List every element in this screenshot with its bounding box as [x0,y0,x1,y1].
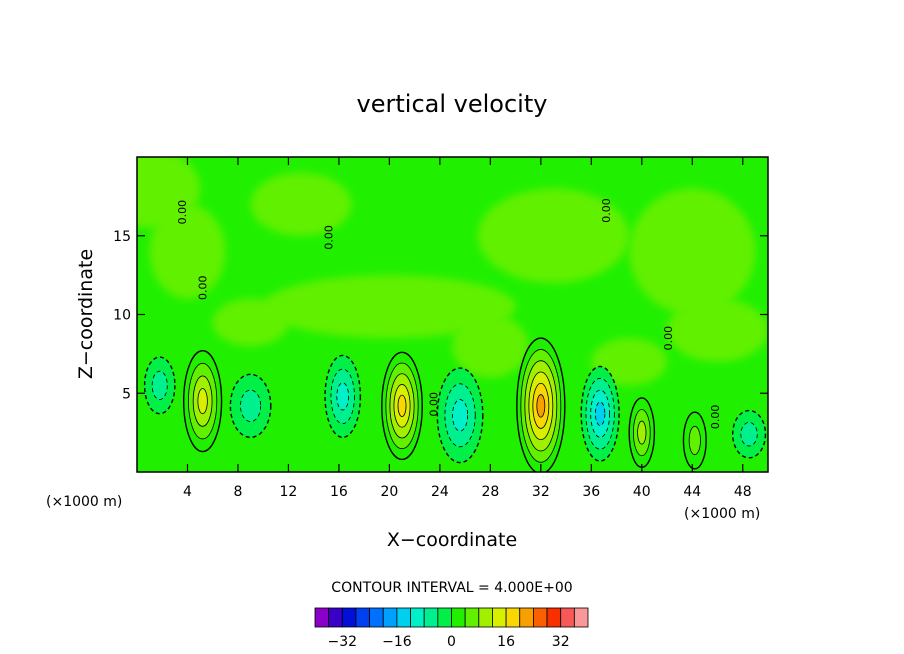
colorbar-swatch [560,607,575,628]
downdraft-cell-5 [143,356,176,415]
x-tick-label: 36 [582,484,600,500]
contour-label: 0.00 [196,275,209,300]
contour-label: 0.00 [600,198,613,223]
downdraft-cell-7 [324,354,362,439]
downdraft-contour [336,382,349,411]
y-tick-label: 15 [113,229,131,245]
colorbar-swatch [355,607,371,628]
x-unit-left: (×1000 m) [46,494,122,510]
downdraft-cell-9 [580,365,620,462]
x-unit-right: (×1000 m) [684,506,760,522]
contour-labels: 0.00 0.00 0.00 0.00 0.00 0.00 0.00 [176,198,722,429]
plot-area: 0.00 0.00 0.00 0.00 0.00 0.00 0.00 [137,157,768,472]
colorbar-swatch [519,607,534,628]
x-axis-ticks: 4 8 12 16 20 24 28 32 36 40 44 48 [183,157,752,500]
x-tick-label: 8 [233,484,242,500]
colorbar-swatch [492,607,507,628]
colorbar-swatch [505,607,521,628]
band-2 [250,172,352,236]
x-tick-label: 48 [734,484,752,500]
updraft-contour [637,420,647,445]
chart-title: vertical velocity [357,90,548,118]
x-tick-label: 16 [330,484,348,500]
updraft-contour [536,394,546,418]
colorbar-swatch [573,607,589,628]
x-tick-label: 28 [481,484,499,500]
colorbar-swatch [396,607,411,628]
contour-label: 0.00 [427,392,440,417]
y-axis-label: Z−coordinate [75,249,97,379]
downdraft-cell-10 [731,409,767,459]
updraft-cell-4 [682,411,707,470]
x-tick-label: 24 [431,484,449,500]
contour-label: 0.00 [662,326,675,351]
colorbar-swatch [546,607,562,628]
contour-interval-text: CONTOUR INTERVAL = 4.000E+00 [331,580,572,596]
colorbar-swatch [314,607,330,628]
band-8 [452,314,529,378]
band-4 [477,188,630,283]
x-axis-label: X−coordinate [387,529,517,551]
band-5 [629,188,756,315]
y-axis-ticks: 5 10 15 [113,229,768,402]
downdraft-cell-8 [436,367,484,464]
colorbar-swatch [533,607,548,628]
band-3 [263,275,516,339]
updraft-cell-0 [182,350,223,453]
colorbar-ticks: −32 −16 0 16 32 [328,634,570,650]
downdraft-contour [452,399,469,432]
colorbar-swatch [382,607,398,628]
colorbar-swatch [423,607,439,628]
downdraft-cell-6 [229,373,272,439]
updraft-contour [197,388,208,415]
band-1 [149,204,226,299]
colorbar-tick-label: 16 [497,634,515,650]
updraft-cell-2 [516,337,566,472]
x-tick-label: 32 [532,484,550,500]
colorbar-swatch [410,607,425,628]
contour-label: 0.00 [323,225,336,250]
x-tick-label: 20 [380,484,398,500]
colorbar-swatch [451,607,466,628]
colorbar-swatch [328,607,343,628]
colorbar-tick-label: 32 [552,634,570,650]
updraft-contour [688,425,701,456]
contour-label: 0.00 [709,405,722,430]
background-bands [137,157,768,386]
downdraft-contour [740,421,758,447]
band-6 [212,298,289,346]
colorbar-swatch [437,607,452,628]
updraft-contour [397,394,407,417]
colorbar-tick-label: −16 [382,634,412,650]
band-7 [667,298,768,362]
x-tick-label: 4 [183,484,192,500]
colorbar-tick-label: −32 [328,634,358,650]
contour-label: 0.00 [176,200,189,225]
downdraft-contour [240,389,262,423]
updraft-cell-1 [381,351,423,461]
colorbar-tick-label: 0 [447,634,456,650]
x-tick-label: 40 [633,484,651,500]
colorbar-swatch [464,607,480,628]
updraft-cell-3 [628,397,656,468]
x-tick-label: 44 [683,484,701,500]
colorbar [314,607,589,628]
y-tick-label: 10 [113,308,131,324]
colorbar-swatch [369,607,384,628]
downdraft-contour [595,401,606,426]
velocity-regions [143,337,767,472]
x-tick-label: 12 [280,484,298,500]
downdraft-contour [151,370,168,400]
colorbar-swatch [478,607,493,628]
colorbar-swatch [341,607,357,628]
y-tick-label: 5 [122,386,131,402]
